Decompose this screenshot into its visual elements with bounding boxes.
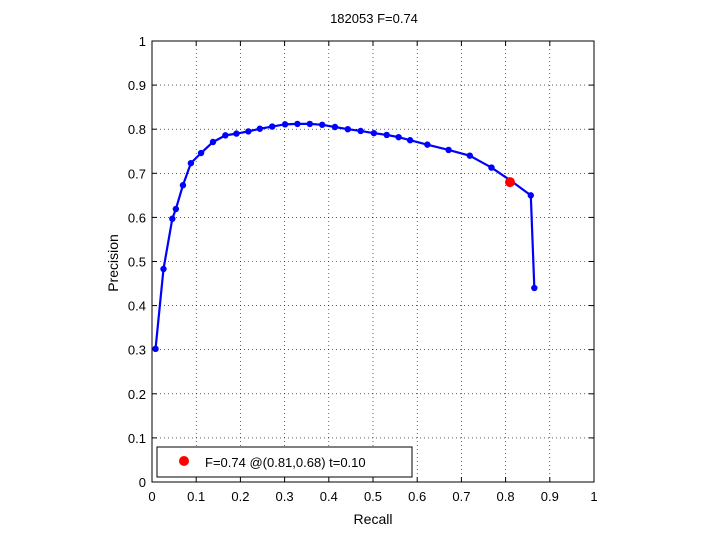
x-tick-label: 0.2 [231,489,249,504]
y-tick-label: 0.5 [128,255,146,270]
y-tick-labels: 0 0.1 0.2 0.3 0.4 0.5 0.6 0.7 0.8 0.9 1 [128,34,146,490]
x-tick-label: 0.8 [497,489,515,504]
x-tick-label: 0.5 [364,489,382,504]
x-axis-label: Recall [354,511,393,527]
series-point [222,132,229,139]
legend-entry: F=0.74 @(0.81,0.68) t=0.10 [205,455,366,470]
x-tick-label: 0.9 [541,489,559,504]
legend-marker [179,456,189,466]
y-tick-label: 0.2 [128,387,146,402]
y-tick-label: 0.9 [128,78,146,93]
series-point [424,141,431,148]
series-point [160,265,167,273]
legend: F=0.74 @(0.81,0.68) t=0.10 [156,446,413,478]
x-tick-labels: 0 0.1 0.2 0.3 0.4 0.5 0.6 0.7 0.8 0.9 1 [148,489,597,504]
x-tick-label: 0.6 [408,489,426,504]
series-point [179,182,187,189]
series-point [152,345,159,353]
series-point [209,138,217,146]
x-tick-label: 1 [590,489,597,504]
y-tick-label: 1 [139,34,146,49]
series-point [383,131,390,139]
y-tick-label: 0 [139,475,146,490]
series-point [169,215,176,222]
grid-lines [152,41,594,482]
y-axis-label: Precision [105,234,121,292]
y-tick-label: 0.6 [128,210,146,225]
series-line [154,122,536,349]
series-point [187,159,195,167]
series-point [445,146,452,154]
chart-title: 182053 F=0.74 [330,11,418,26]
series-point [488,164,495,171]
series-point [527,192,534,199]
series-layer [152,120,538,353]
series-point [233,130,240,137]
series-point [370,129,378,137]
series-point [245,128,252,135]
x-tick-label: 0.3 [276,489,294,504]
series-point [306,120,313,128]
series-point [172,205,180,213]
y-tick-label: 0.7 [128,166,146,181]
x-tick-label: 0.4 [320,489,338,504]
legend-box [156,446,413,478]
series-point [531,284,538,292]
series-point [256,125,264,132]
series-point [395,133,402,141]
series-point [466,152,473,159]
x-tick-label: 0 [148,489,155,504]
series-point [197,149,205,157]
series-point [318,121,326,128]
series-point [406,137,414,144]
x-tick-label: 0.1 [187,489,205,504]
series-point [331,123,339,131]
x-tick-label: 0.7 [452,489,470,504]
series-point [281,121,289,128]
y-tick-label: 0.3 [128,343,146,358]
series-point [344,126,352,133]
y-tick-label: 0.1 [128,431,146,446]
best-f-point [505,177,516,188]
series-point [294,120,301,128]
series-point [269,123,276,130]
series-point [357,127,364,135]
y-tick-label: 0.4 [128,299,146,314]
y-tick-label: 0.8 [128,122,146,137]
